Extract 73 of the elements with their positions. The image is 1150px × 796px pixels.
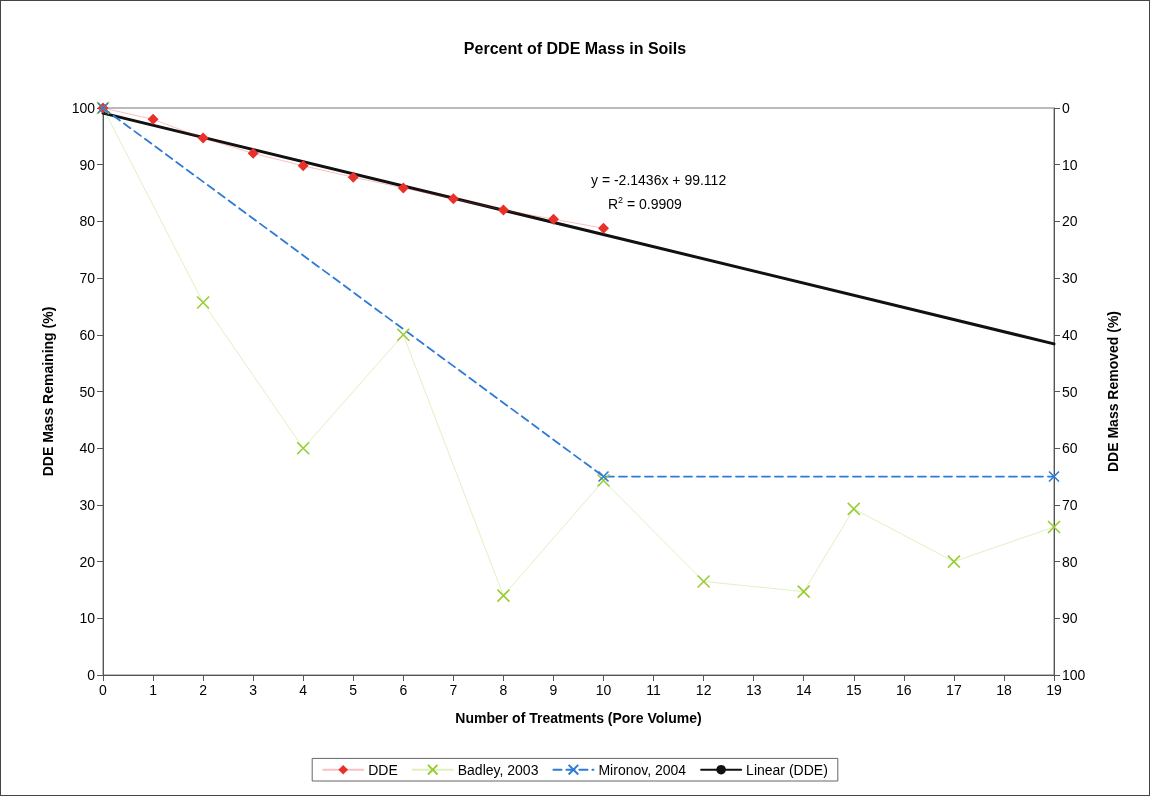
- point: [796, 584, 811, 599]
- y2-tick-label: 70: [1062, 496, 1078, 513]
- y-axis-title: DDE Mass Remaining (%): [40, 306, 56, 477]
- y2-tick-label: 60: [1062, 440, 1078, 457]
- x-tick-label: 11: [646, 682, 662, 698]
- x-tick-label: 19: [1046, 682, 1062, 698]
- x-axis-title: Number of Treatments (Pore Volume): [455, 710, 702, 726]
- point: [197, 132, 209, 144]
- x-tick-label: 13: [745, 682, 762, 698]
- y-tick-label: 10: [79, 610, 96, 627]
- x-tick-label: 6: [399, 682, 408, 698]
- x-tick-label: 3: [249, 682, 258, 698]
- y-tick-label: 50: [79, 383, 96, 400]
- y-tick-label: 40: [79, 440, 96, 457]
- point: [947, 554, 961, 569]
- point: [347, 171, 359, 183]
- point: [247, 147, 259, 159]
- y-tick-label: 90: [79, 156, 96, 173]
- y-tick-label: 100: [71, 100, 96, 116]
- x-tick-label: 5: [349, 682, 358, 698]
- y-tick-label: 0: [87, 667, 96, 683]
- y2-axis-title: DDE Mass Removed (%): [1105, 310, 1121, 473]
- x-tick-label: 14: [795, 682, 812, 698]
- x-tick-label: 18: [996, 682, 1012, 698]
- y2-tick-label: 90: [1062, 610, 1078, 627]
- legend-label: Mironov, 2004: [598, 761, 687, 778]
- x-tick-label: 2: [199, 682, 208, 698]
- y-tick-label: 70: [79, 270, 96, 287]
- x-tick-label: 4: [299, 682, 308, 698]
- y-tick-label: 60: [79, 326, 96, 343]
- point: [296, 441, 311, 455]
- x-tick-label: 15: [846, 682, 862, 698]
- point: [597, 470, 610, 483]
- x-tick-label: 8: [499, 682, 508, 698]
- y-tick-label: 80: [79, 213, 96, 230]
- x-tick-label: 7: [449, 682, 458, 698]
- y-tick-label: 30: [79, 496, 96, 513]
- legend-label: Linear (DDE): [746, 761, 828, 778]
- point: [497, 204, 509, 216]
- point: [1047, 520, 1061, 534]
- x-tick-label: 16: [896, 682, 912, 698]
- x-tick-label: 1: [149, 682, 158, 698]
- point: [196, 295, 210, 310]
- point: [846, 502, 861, 516]
- point: [297, 160, 309, 172]
- x-tick-label: 12: [695, 682, 712, 698]
- point: [447, 193, 459, 205]
- y2-tick-label: 30: [1062, 270, 1078, 287]
- y2-tick-label: 0: [1062, 100, 1070, 116]
- y2-tick-label: 20: [1062, 213, 1078, 230]
- legend-label: DDE: [368, 761, 398, 778]
- point: [396, 328, 411, 342]
- x-tick-label: 17: [946, 682, 962, 698]
- y2-tick-label: 50: [1062, 383, 1078, 400]
- y2-tick-label: 40: [1062, 326, 1078, 343]
- x-tick-label: 9: [549, 682, 558, 698]
- chart-title: Percent of DDE Mass in Soils: [463, 39, 687, 57]
- point: [596, 473, 611, 488]
- y-tick-label: 20: [79, 553, 96, 570]
- annotation: y = -2.1436x + 99.112: [591, 172, 727, 188]
- y2-tick-label: 100: [1062, 667, 1086, 683]
- y2-tick-label: 80: [1062, 553, 1078, 570]
- y2-tick-label: 10: [1062, 156, 1078, 173]
- point: [496, 588, 511, 603]
- x-tick-label: 10: [595, 682, 612, 698]
- point: [147, 113, 159, 125]
- point: [1048, 470, 1060, 483]
- point: [696, 574, 711, 589]
- legend-label: Badley, 2003: [457, 761, 539, 778]
- x-tick-label: 0: [99, 682, 108, 698]
- point: [598, 222, 610, 234]
- point: [397, 182, 409, 194]
- point: [547, 213, 559, 225]
